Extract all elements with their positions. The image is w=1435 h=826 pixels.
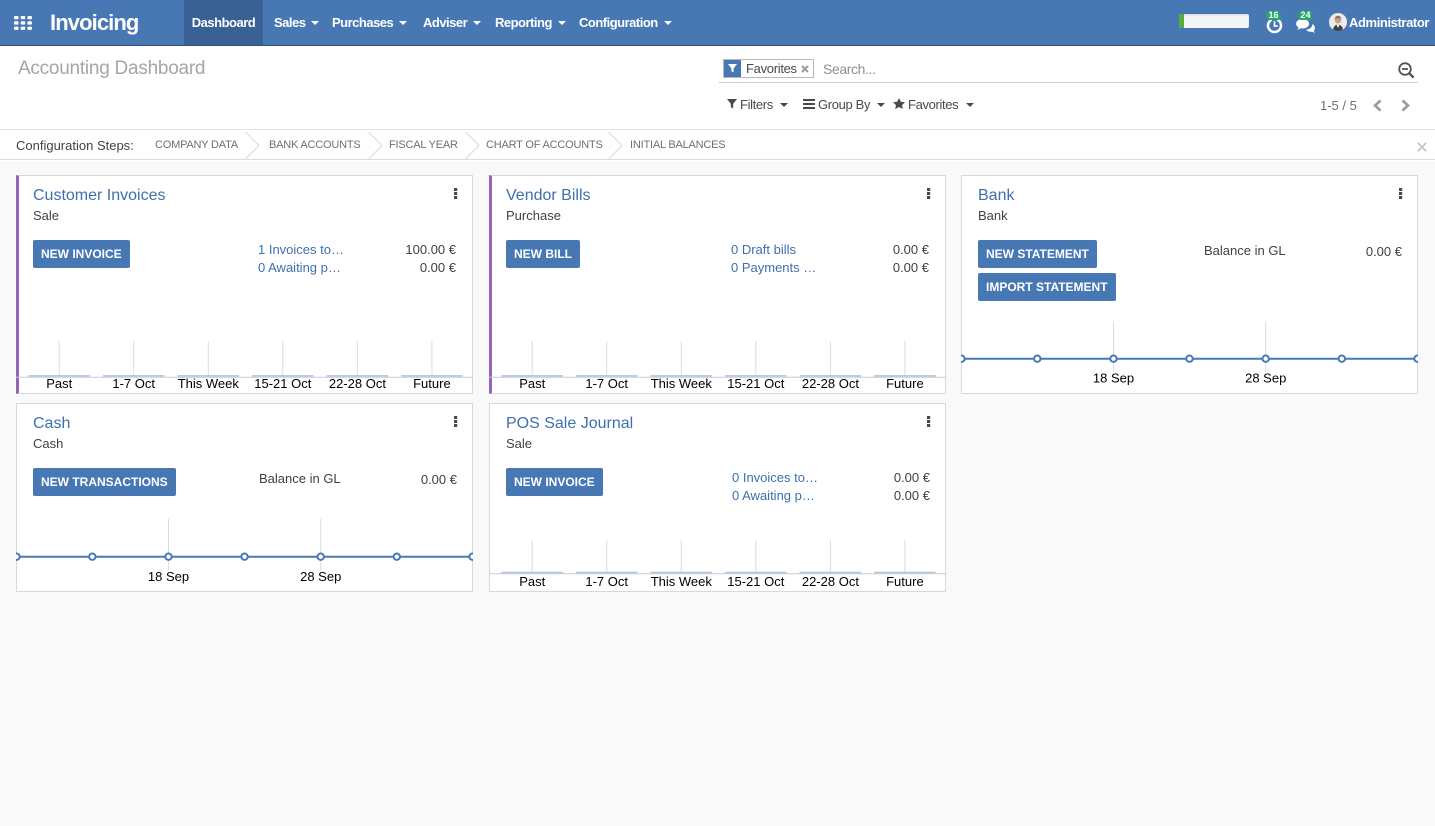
svg-text:Past: Past <box>519 574 545 589</box>
svg-text:1-7 Oct: 1-7 Oct <box>112 376 155 391</box>
svg-text:15-21 Oct: 15-21 Oct <box>727 574 784 589</box>
svg-text:1-7 Oct: 1-7 Oct <box>585 376 628 391</box>
svg-text:Future: Future <box>886 574 924 589</box>
svg-text:22-28 Oct: 22-28 Oct <box>329 376 386 391</box>
svg-text:22-28 Oct: 22-28 Oct <box>802 376 859 391</box>
svg-text:15-21 Oct: 15-21 Oct <box>727 376 784 391</box>
svg-text:1-7 Oct: 1-7 Oct <box>585 574 628 589</box>
svg-text:22-28 Oct: 22-28 Oct <box>802 574 859 589</box>
svg-text:This Week: This Week <box>651 574 713 589</box>
svg-text:This Week: This Week <box>178 376 240 391</box>
svg-text:28 Sep: 28 Sep <box>300 569 341 584</box>
svg-text:Past: Past <box>519 376 545 391</box>
svg-text:18 Sep: 18 Sep <box>148 569 189 584</box>
svg-text:15-21 Oct: 15-21 Oct <box>254 376 311 391</box>
svg-text:Past: Past <box>46 376 72 391</box>
svg-text:Future: Future <box>886 376 924 391</box>
svg-text:Future: Future <box>413 376 451 391</box>
svg-text:This Week: This Week <box>651 376 713 391</box>
svg-text:28 Sep: 28 Sep <box>1245 371 1286 386</box>
svg-text:18 Sep: 18 Sep <box>1093 371 1134 386</box>
